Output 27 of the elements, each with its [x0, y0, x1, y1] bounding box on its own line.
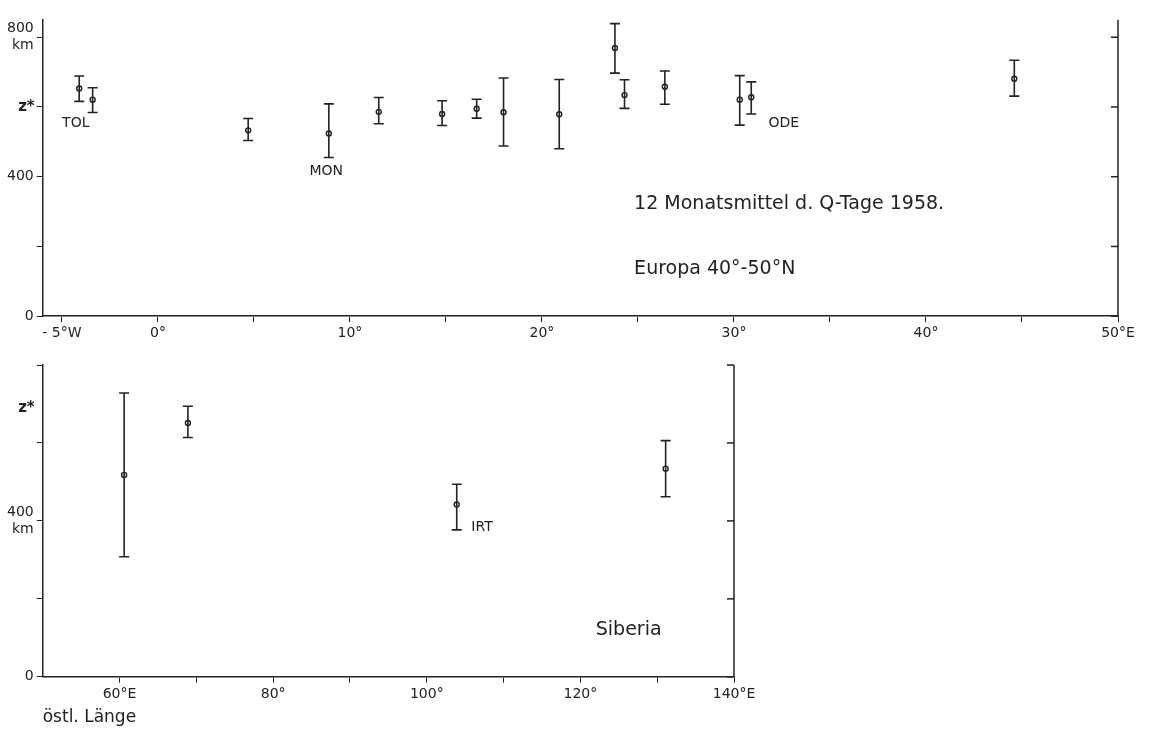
x-tick-label: 80°: [260, 684, 286, 701]
annotation: IRT: [471, 517, 494, 534]
annotation: ODE: [768, 114, 800, 131]
x-tick-label: 120°: [563, 684, 598, 701]
x-tick-label: 140°E: [712, 684, 756, 701]
x-tick-label: 40°: [913, 324, 939, 341]
x-tick-label: 0°: [149, 324, 166, 341]
y-axis-title: z*: [18, 397, 35, 416]
y-tick-label: 400: [6, 167, 34, 184]
annotation: Europa 40°-50°N: [634, 255, 796, 278]
annotation: MON: [309, 161, 343, 178]
x-tick-label: 10°: [337, 324, 363, 341]
x-tick-label: 60°E: [102, 684, 137, 701]
x-tick-label: 20°: [529, 324, 555, 341]
y-axis-title: z*: [18, 96, 35, 115]
y-tick-label: 0: [24, 306, 34, 323]
x-tick-label: 100°: [409, 684, 444, 701]
x-axis-title: östl. Länge: [42, 706, 137, 727]
y-tick-label: 400 km: [6, 503, 34, 536]
x-tick-label: 30°: [721, 324, 747, 341]
x-tick-label: - 5°W: [42, 324, 82, 341]
x-tick-label: 50°E: [1101, 324, 1135, 341]
y-tick-label: 0: [24, 667, 34, 684]
y-tick-label: 800 km: [6, 19, 34, 53]
annotation: 12 Monatsmittel d. Q-Tage 1958.: [634, 190, 945, 213]
annotation: TOL: [61, 114, 90, 131]
annotation: Siberia: [595, 616, 662, 639]
